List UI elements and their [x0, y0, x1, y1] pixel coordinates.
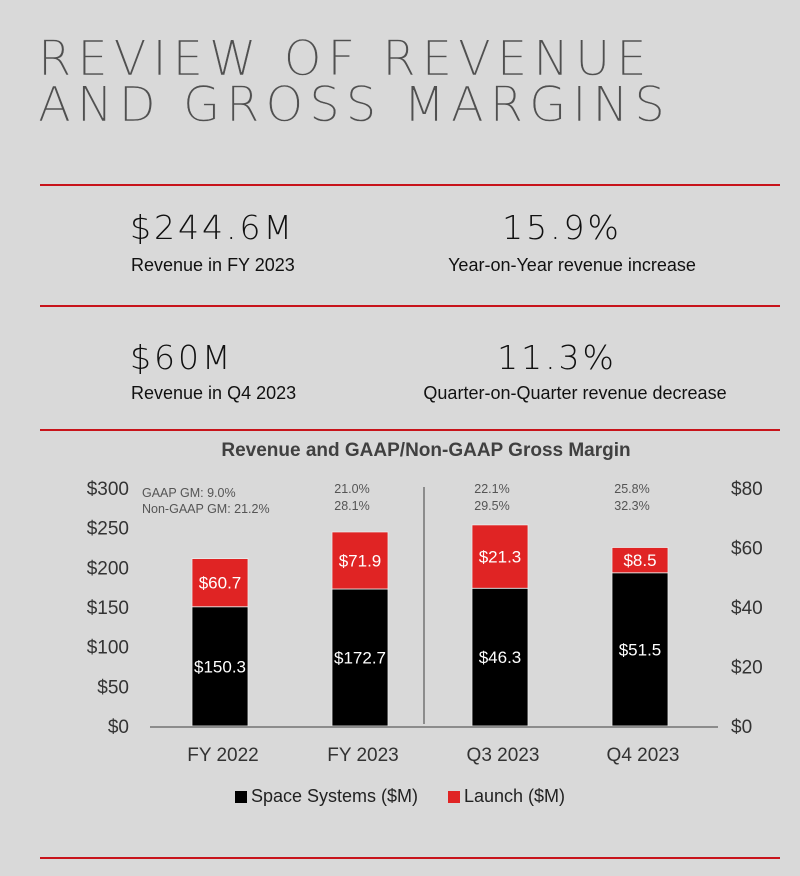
gaap-gm-annotation: 21.0% [334, 482, 369, 496]
page-title-line-1: REVIEW OF REVENUE [38, 31, 653, 87]
category-label: FY 2022 [187, 745, 258, 766]
right-axis-tick-label: $0 [731, 717, 752, 738]
bar-label-space-systems: $46.3 [479, 648, 522, 667]
page-title-line-2: AND GROSS MARGINS [38, 77, 671, 133]
stat-fy-revenue-value: $244.6M [130, 208, 295, 247]
right-axis-tick-label: $40 [731, 598, 763, 619]
bar-label-space-systems: $172.7 [334, 648, 386, 667]
non-gaap-gm-annotation: 28.1% [334, 499, 369, 513]
left-axis-tick-label: $50 [97, 677, 129, 698]
divider-rule [40, 305, 780, 307]
gaap-gm-annotation: GAAP GM: 9.0% [142, 486, 236, 500]
stat-q4-revenue-label: Revenue in Q4 2023 [131, 383, 297, 403]
right-axis-tick-label: $80 [731, 479, 763, 500]
right-axis-tick-label: $60 [731, 539, 763, 560]
category-label: Q3 2023 [467, 745, 540, 766]
bar-segment-launch [471, 524, 529, 589]
stat-yoy-value: 15.9% [502, 208, 622, 247]
legend-item-launch: Launch ($M) [447, 786, 566, 807]
bar-label-launch: $60.7 [199, 574, 242, 593]
legend-label-space-systems: Space Systems ($M) [250, 786, 418, 806]
left-axis-tick-label: $150 [87, 598, 129, 619]
left-axis-tick-label: $300 [87, 479, 129, 500]
bar-label-space-systems: $150.3 [194, 657, 246, 676]
bar-segment-launch [611, 547, 669, 574]
category-label: FY 2023 [327, 745, 398, 766]
bar-segment-space-systems [191, 606, 249, 727]
right-axis-tick-label: $20 [731, 658, 763, 679]
non-gaap-gm-annotation: 29.5% [474, 499, 509, 513]
stat-q4-revenue-value: $60M [130, 338, 234, 377]
stat-yoy-label: Year-on-Year revenue increase [448, 255, 696, 275]
chart-legend: Space Systems ($M) Launch ($M) [0, 786, 800, 807]
non-gaap-gm-annotation: 32.3% [614, 499, 649, 513]
bar-segment-space-systems [611, 572, 669, 727]
gaap-gm-annotation: 25.8% [614, 482, 649, 496]
category-label: Q4 2023 [607, 745, 680, 766]
divider-rule [40, 429, 780, 431]
stat-qoq-label: Quarter-on-Quarter revenue decrease [423, 383, 727, 403]
bar-segment-space-systems [471, 587, 529, 727]
left-axis-tick-label: $0 [108, 717, 129, 738]
bar-segment-space-systems [331, 588, 389, 727]
legend-swatch-launch [447, 790, 460, 803]
stat-qoq-value: 11.3% [497, 338, 617, 377]
bar-segment-launch [191, 558, 249, 608]
divider-rule [40, 184, 780, 186]
left-axis-tick-label: $200 [87, 558, 129, 579]
gaap-gm-annotation: 22.1% [474, 482, 509, 496]
bar-label-launch: $21.3 [479, 548, 522, 567]
non-gaap-gm-annotation: Non-GAAP GM: 21.2% [142, 502, 270, 516]
divider-rule [40, 857, 780, 859]
bar-label-space-systems: $51.5 [619, 640, 662, 659]
legend-label-launch: Launch ($M) [463, 786, 566, 806]
bar-label-launch: $71.9 [339, 551, 382, 570]
left-axis-tick-label: $100 [87, 638, 129, 659]
bar-label-launch: $8.5 [623, 551, 656, 570]
chart-title: Revenue and GAAP/Non-GAAP Gross Margin [221, 440, 631, 461]
left-axis-tick-label: $250 [87, 519, 129, 540]
page-title: REVIEW OF REVENUE AND GROSS MARGINS [38, 31, 671, 133]
legend-item-space-systems: Space Systems ($M) [234, 786, 418, 807]
legend-swatch-space-systems [234, 790, 247, 803]
bar-segment-launch [331, 531, 389, 590]
stat-fy-revenue-label: Revenue in FY 2023 [131, 255, 295, 275]
